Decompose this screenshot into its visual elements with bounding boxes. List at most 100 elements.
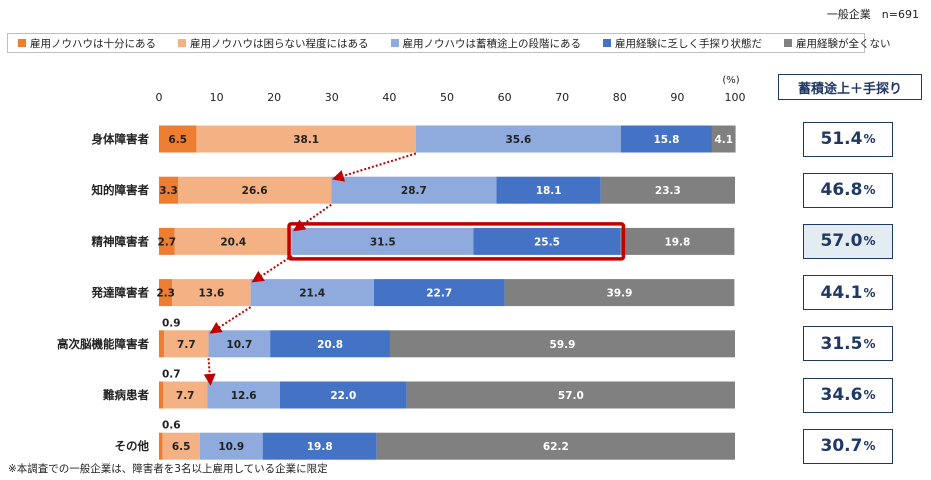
- data-label: 22.0: [330, 390, 356, 402]
- data-label: 57.0: [558, 390, 584, 402]
- bar-segment: [279, 381, 407, 409]
- legend-label: 雇用経験に乏しく手探り状態だ: [615, 37, 762, 50]
- footnote: ※本調査での一般企業は、障害者を3名以上雇用している企業に限定: [8, 463, 328, 475]
- bar-segment: [172, 279, 251, 307]
- data-label: 25.5: [534, 236, 560, 248]
- bar-segment: [178, 176, 332, 204]
- summary-unit: %: [863, 285, 876, 300]
- bar-segment: [373, 279, 505, 307]
- legend-swatch: [784, 39, 792, 47]
- bar-segment: [262, 432, 377, 460]
- bar-segment: [331, 176, 497, 204]
- legend-label: 雇用ノウハウは十分にある: [30, 37, 156, 50]
- summary-value-box: 44.1%: [803, 275, 893, 311]
- summary-value: 51.4: [820, 129, 863, 149]
- data-label: 26.6: [242, 185, 268, 197]
- summary-value-box: 31.5%: [803, 326, 893, 362]
- bar-segment: [208, 330, 271, 358]
- data-label: 0.9: [162, 317, 181, 329]
- bar-segment: [159, 125, 197, 153]
- data-label: 12.6: [231, 390, 257, 402]
- summary-value: 44.1: [820, 282, 863, 303]
- summary-value: 34.6: [820, 385, 863, 405]
- data-label: 15.8: [653, 134, 679, 146]
- data-label: 21.4: [299, 288, 325, 300]
- bar-segment: [159, 330, 165, 358]
- legend-swatch: [178, 39, 186, 47]
- data-label: 3.3: [159, 185, 178, 197]
- bar-segment: [159, 381, 164, 409]
- data-label: 22.7: [426, 288, 452, 300]
- legend-item: 雇用ノウハウは困らない程度にはある: [178, 36, 369, 51]
- summary-value-box: 57.0%: [803, 223, 893, 259]
- data-label: 10.9: [218, 441, 244, 453]
- data-label: 59.9: [550, 339, 576, 351]
- bar-segment: [164, 330, 209, 358]
- x-axis-unit: (%): [722, 75, 739, 86]
- data-label: 0.6: [162, 420, 181, 432]
- data-label: 35.6: [505, 134, 531, 146]
- trend-arrow: [331, 152, 417, 182]
- category-label: 精神障害者: [92, 234, 150, 248]
- legend-item: 雇用ノウハウは蓄積途上の段階にある: [390, 36, 582, 51]
- summary-value-box: 34.6%: [803, 377, 893, 413]
- bar-segment: [620, 227, 735, 255]
- legend-label: 雇用ノウハウは困らない程度にはある: [190, 37, 369, 50]
- data-label: 18.1: [536, 185, 562, 197]
- summary-unit: %: [863, 336, 876, 351]
- legend-item: 雇用ノウハウは十分にある: [18, 36, 156, 51]
- legend-swatch: [18, 39, 26, 47]
- category-label: 知的障害者: [91, 183, 150, 197]
- data-label: 10.7: [226, 339, 252, 351]
- bar-segment: [159, 432, 163, 460]
- x-tick-label: 20: [267, 91, 281, 104]
- data-label: 39.9: [607, 288, 633, 300]
- bar-segment: [292, 227, 474, 255]
- data-label: 19.8: [307, 441, 333, 453]
- summary-value: 30.7: [820, 436, 863, 457]
- bar-segment: [473, 227, 621, 255]
- trend-arrow: [293, 203, 332, 232]
- legend-label: 雇用ノウハウは蓄積途上の段階にある: [402, 37, 582, 50]
- summary-unit: %: [863, 132, 876, 146]
- trend-arrow: [203, 358, 216, 386]
- legend-swatch: [603, 39, 611, 47]
- chart-legend: 雇用ノウハウは十分にある 雇用ノウハウは困らない程度にはある 雇用ノウハウは蓄積途上…: [7, 33, 891, 53]
- category-label: 難病患者: [103, 388, 149, 402]
- bar-segment: [415, 125, 621, 153]
- bar-segment: [199, 432, 263, 460]
- bar-segment: [174, 227, 293, 255]
- data-label: 23.3: [655, 185, 681, 197]
- summary-value: 31.5: [820, 333, 863, 354]
- legend-label: 雇用経験が全くない: [796, 37, 891, 50]
- bar-segment: [496, 176, 601, 204]
- x-tick-label: 40: [382, 91, 396, 104]
- data-label: 2.7: [157, 236, 176, 248]
- legend-item: 雇用経験に乏しく手探り状態だ: [603, 36, 762, 51]
- x-tick-label: 10: [210, 91, 224, 104]
- x-tick-label: 30: [325, 91, 339, 104]
- bar-segment: [620, 125, 712, 153]
- data-label: 4.1: [714, 134, 733, 146]
- x-tick-label: 80: [613, 91, 627, 104]
- bar-segment: [600, 176, 735, 204]
- highlight-frame: [287, 222, 626, 261]
- bar-segment: [196, 125, 416, 153]
- x-tick-label: 0: [156, 91, 163, 104]
- data-label: 38.1: [293, 134, 319, 146]
- bar-segment: [504, 279, 735, 307]
- data-label: 6.5: [168, 134, 187, 146]
- summary-header: 蓄積途上＋手探り: [778, 74, 922, 100]
- summary-unit: %: [863, 439, 876, 454]
- sample-size-note: 一般企業 n=691: [826, 8, 919, 21]
- bar-segment: [159, 227, 175, 255]
- data-label: 2.3: [156, 288, 175, 300]
- data-label: 28.7: [401, 185, 427, 197]
- bar-segment: [207, 381, 280, 409]
- data-label: 6.5: [172, 441, 191, 453]
- bar-segment: [406, 381, 735, 409]
- data-label: 20.4: [220, 236, 246, 248]
- bar-segment: [711, 125, 736, 153]
- bar-segment: [159, 176, 179, 204]
